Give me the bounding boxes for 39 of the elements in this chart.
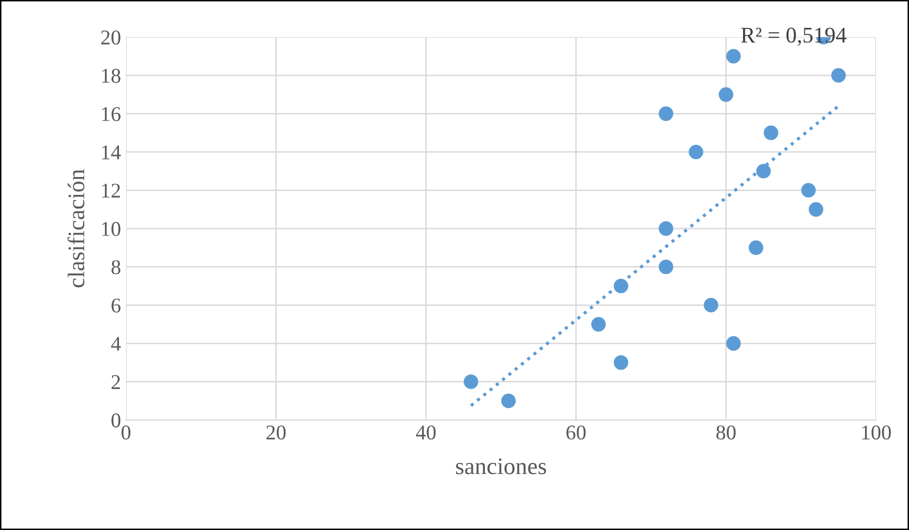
y-tick-label: 6: [112, 298, 121, 313]
point: [464, 374, 478, 390]
point: [756, 164, 771, 178]
x-tick-label: 60: [566, 425, 586, 440]
y-tick-label: 4: [111, 336, 121, 351]
x-tick-label: 100: [862, 425, 891, 440]
y-tick-label: 10: [102, 222, 120, 236]
y-tick-label: 2: [112, 375, 120, 389]
y-axis-title: clasificación: [68, 169, 84, 288]
y-tick-label: 18: [102, 68, 120, 83]
point: [831, 68, 846, 83]
point: [704, 298, 718, 312]
point: [614, 278, 628, 294]
point: [808, 202, 824, 217]
point: [688, 144, 704, 160]
point: [726, 48, 741, 64]
y-tick-label: 8: [112, 260, 120, 274]
point: [718, 87, 734, 102]
point: [658, 260, 674, 274]
point: [764, 126, 778, 140]
annotation: R² = 0,5194: [741, 28, 846, 46]
y-tick-label: 0: [112, 413, 120, 428]
point: [748, 240, 764, 255]
x-tick-label: 20: [266, 425, 286, 440]
y-tick-label: 20: [101, 30, 120, 45]
point: [591, 317, 606, 332]
point: [658, 106, 674, 121]
point: [614, 355, 628, 370]
x-tick-label: 40: [416, 425, 436, 440]
y-tick-label: 12: [102, 184, 120, 198]
point: [801, 182, 816, 198]
y-tick-label: 14: [102, 145, 121, 160]
x-tick-label: 80: [716, 425, 736, 440]
point: [726, 336, 741, 351]
point: [658, 221, 674, 236]
x-axis-title: sanciones: [456, 458, 546, 474]
x-tick-label: 0: [122, 425, 130, 440]
point: [501, 394, 516, 408]
y-tick-label: 16: [102, 107, 121, 122]
